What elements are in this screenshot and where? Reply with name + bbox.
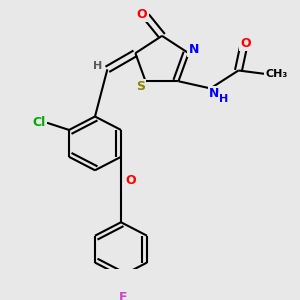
Text: H: H: [219, 94, 228, 104]
Text: N: N: [209, 87, 220, 100]
Text: O: O: [137, 8, 147, 21]
Text: O: O: [126, 174, 136, 187]
Text: Cl: Cl: [32, 116, 46, 129]
Text: F: F: [119, 291, 127, 300]
Text: N: N: [188, 43, 199, 56]
Text: H: H: [93, 61, 102, 71]
Text: S: S: [136, 80, 145, 93]
Text: CH₃: CH₃: [265, 69, 288, 79]
Text: O: O: [240, 37, 251, 50]
